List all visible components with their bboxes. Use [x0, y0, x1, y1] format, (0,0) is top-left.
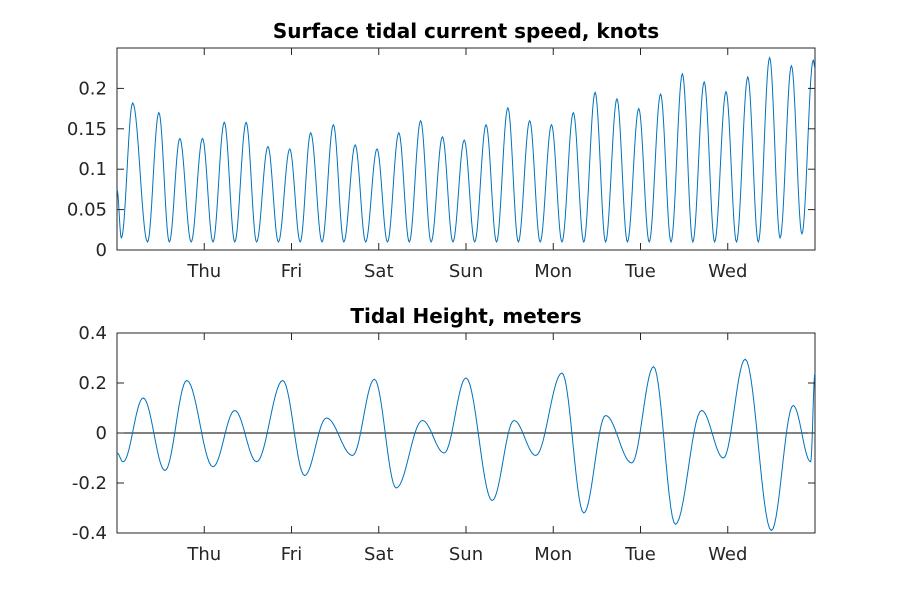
x-tick-label: Thu: [186, 261, 221, 282]
y-tick-label: 0.05: [67, 200, 107, 221]
x-tick-label: Fri: [281, 544, 302, 565]
x-tick-label: Tue: [624, 544, 656, 565]
series-line-0: [116, 56, 816, 244]
y-tick-label: 0.2: [78, 373, 107, 394]
y-tick-label: 0.4: [78, 323, 107, 344]
x-tick-label: Wed: [708, 261, 747, 282]
y-tick-label: 0.15: [67, 119, 107, 140]
x-tick-label: Mon: [534, 544, 572, 565]
y-tick-label: -0.4: [72, 523, 107, 544]
tidal-height-title: Tidal Height, meters: [350, 304, 581, 328]
y-tick-label: 0.1: [78, 159, 107, 180]
x-tick-label: Sat: [364, 544, 394, 565]
x-tick-label: Sun: [449, 261, 483, 282]
x-tick-label: Wed: [708, 544, 747, 565]
x-tick-label: Sun: [449, 544, 483, 565]
y-tick-label: 0: [96, 423, 107, 444]
current-speed-marks: Thu Fri Sat Sun Mon Tue Wed 0 0.05 0.1 0.15 0.2: [67, 48, 816, 282]
x-tick-label: Mon: [534, 261, 572, 282]
y-tick-label: 0.2: [78, 78, 107, 99]
tidal-height-marks: Thu Fri Sat Sun Mon Tue Wed -0.4 -0.2 0 0.2 0.4: [72, 323, 816, 565]
series-line-0: [116, 358, 816, 532]
x-tick-label: Sat: [364, 261, 394, 282]
x-tick-label: Fri: [281, 261, 302, 282]
y-tick-label: -0.2: [72, 473, 107, 494]
current-speed-panel: Surface tidal current speed, knots Thu Fr…: [67, 19, 816, 282]
x-tick-label: Tue: [624, 261, 656, 282]
y-tick-label: 0: [96, 240, 107, 261]
x-tick-label: Thu: [186, 544, 221, 565]
tidal-height-panel: Tidal Height, meters Thu Fri Sat Sun Mon Tue W…: [72, 304, 816, 565]
current-speed-title: Surface tidal current speed, knots: [273, 19, 659, 43]
